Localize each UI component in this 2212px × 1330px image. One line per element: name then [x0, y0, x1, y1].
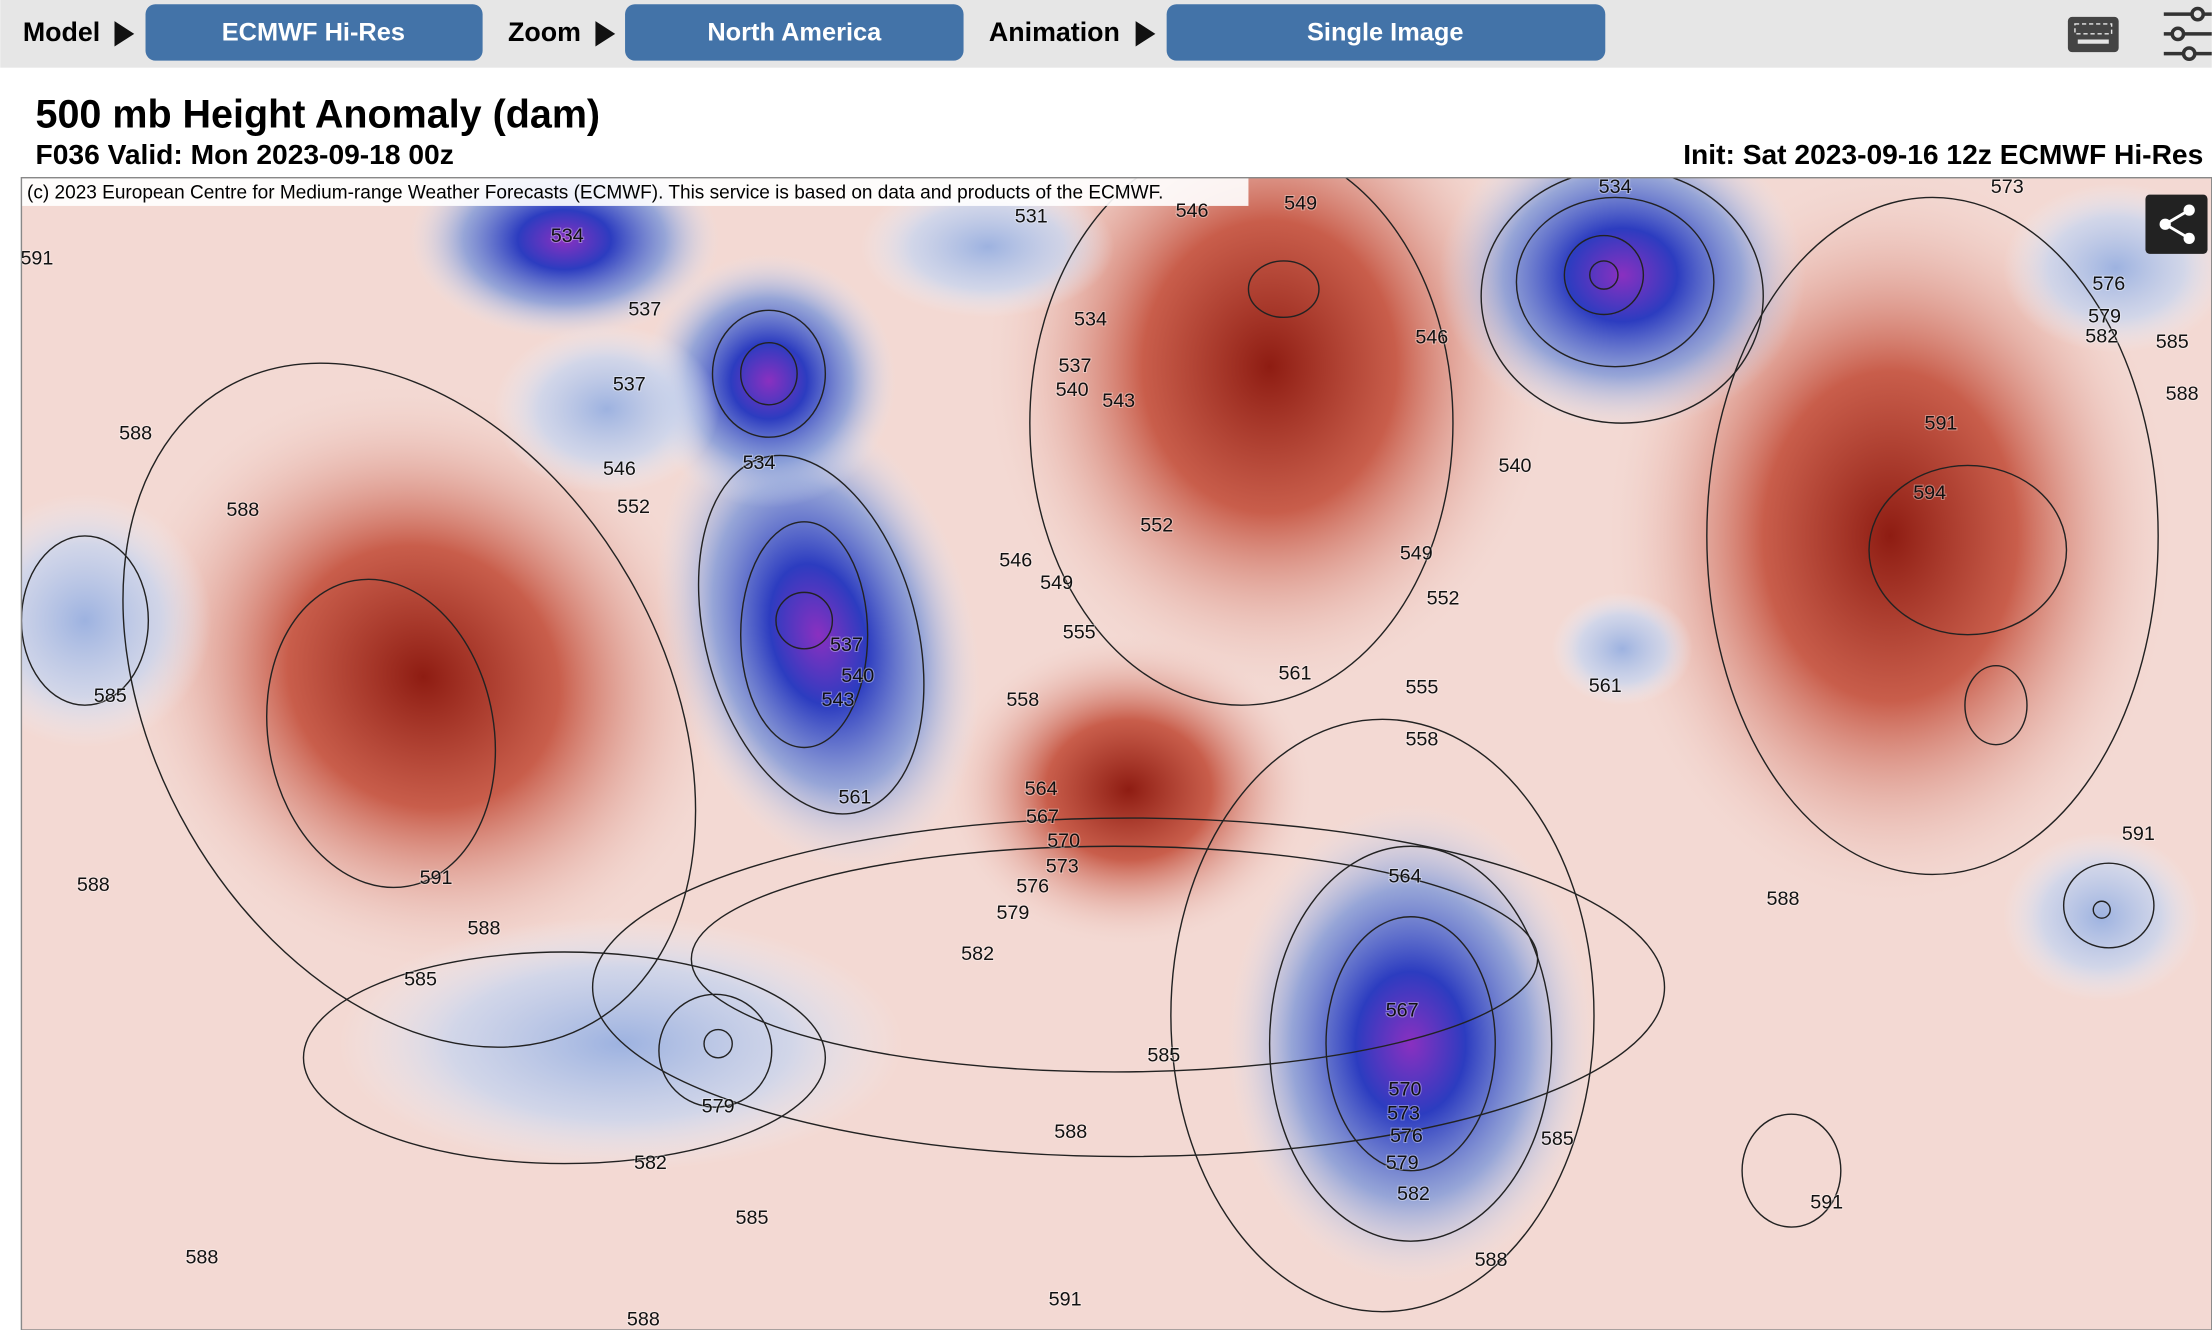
contour-label: 573	[1991, 176, 2024, 198]
contour-label: 591	[1810, 1191, 1843, 1213]
contour-label: 567	[1386, 999, 1419, 1021]
contour-label: 576	[1016, 875, 1049, 897]
animation-label: Animation	[989, 17, 1120, 47]
contour-label: 588	[468, 918, 501, 940]
copyright: (c) 2023 European Centre for Medium-rang…	[27, 182, 1163, 203]
contour-label: 588	[1767, 888, 1800, 910]
model-label: Model	[23, 17, 100, 47]
contour-label: 543	[1102, 390, 1135, 412]
contour-label: 585	[2156, 331, 2189, 353]
contour-label: 582	[1397, 1183, 1430, 1205]
contour-label: 534	[1599, 176, 1632, 198]
contour-label: 579	[996, 902, 1029, 924]
contour-label: 585	[1541, 1128, 1574, 1150]
contours	[21, 177, 2159, 1313]
contour-label: 579	[2088, 306, 2121, 328]
contour-label: 543	[822, 689, 855, 711]
valid-time: F036 Valid: Mon 2023-09-18 00z	[36, 138, 454, 170]
contour-label: 552	[617, 496, 650, 518]
contour-label: 546	[1176, 200, 1209, 222]
contour-label: 540	[841, 665, 874, 687]
contour-label: 573	[1046, 856, 1079, 878]
contour-label: 537	[830, 634, 863, 656]
keyboard-icon[interactable]	[2067, 16, 2119, 53]
contour-label: 591	[1924, 413, 1957, 435]
contour-label: 546	[999, 550, 1032, 572]
contour-label: 567	[1026, 806, 1059, 828]
contour-label: 540	[1499, 455, 1532, 477]
contour-label: 549	[1284, 193, 1317, 215]
contour-label: 585	[94, 685, 127, 707]
contour-label: 552	[1140, 514, 1173, 536]
contour-label: 591	[20, 248, 53, 270]
contour-label: 549	[1040, 572, 1073, 594]
map: (c) 2023 European Centre for Medium-rang…	[20, 176, 2212, 1330]
contour-label: 570	[1389, 1078, 1422, 1100]
contour-label: 585	[404, 968, 437, 990]
share-button[interactable]	[2145, 194, 2208, 254]
contour-label: 570	[1047, 830, 1080, 852]
contour-label: 534	[743, 452, 776, 474]
contour-label: 537	[1059, 355, 1092, 377]
contour-label: 591	[420, 867, 453, 889]
init-time: Init: Sat 2023-09-16 12z ECMWF Hi-Res	[1683, 138, 2203, 170]
contour-label: 546	[603, 458, 636, 480]
contour-label: 582	[2085, 325, 2118, 347]
zoom-label: Zoom	[508, 17, 581, 47]
arrow	[595, 21, 616, 47]
arrow	[114, 21, 135, 47]
contour-label: 588	[226, 499, 259, 521]
zoom-value[interactable]: North America	[707, 19, 882, 47]
animation-value[interactable]: Single Image	[1307, 19, 1464, 47]
contour-label: 540	[1056, 379, 1089, 401]
contour-label: 576	[2092, 273, 2125, 295]
contour-label: 564	[1025, 778, 1058, 800]
model-button[interactable]	[145, 4, 483, 61]
contour-label: 558	[1006, 689, 1039, 711]
arrow	[1135, 21, 1156, 47]
contour-label: 561	[838, 787, 871, 809]
contour-label: 537	[628, 299, 661, 321]
contour-label: 558	[1405, 729, 1438, 751]
contour-label: 531	[1015, 205, 1048, 227]
contour-label: 555	[1063, 621, 1096, 643]
contour-label: 579	[1386, 1152, 1419, 1174]
contour-label: 561	[1279, 662, 1312, 684]
contour-label: 582	[961, 943, 994, 965]
model-value[interactable]: ECMWF Hi-Res	[222, 19, 405, 47]
zoom-button[interactable]	[625, 4, 964, 61]
contour-label: 576	[1390, 1125, 1423, 1147]
animation-button[interactable]	[1166, 4, 1606, 61]
contour-label: 552	[1427, 588, 1460, 610]
contour-label: 549	[1400, 543, 1433, 565]
contour-label: 588	[1475, 1249, 1508, 1271]
contour-label: 555	[1405, 676, 1438, 698]
contour-label: 585	[736, 1207, 769, 1229]
contour-label: 579	[702, 1095, 735, 1117]
contour-label: 573	[1387, 1102, 1420, 1124]
settings-icon[interactable]	[2163, 6, 2212, 61]
contour-label: 561	[1589, 675, 1622, 697]
contour-label: 588	[1054, 1121, 1087, 1143]
contour-label: 588	[77, 874, 110, 896]
contour-label: 588	[119, 423, 152, 445]
contour-label: 582	[634, 1152, 667, 1174]
contour-label: 534	[1074, 308, 1107, 330]
contour-label: 594	[1913, 482, 1946, 504]
contour-label: 585	[1147, 1045, 1180, 1067]
contour-label: 591	[1049, 1289, 1082, 1311]
contour-label: 537	[613, 373, 646, 395]
contour-label: 591	[2122, 823, 2155, 845]
contour-label: 588	[2166, 383, 2199, 405]
contour-label: 546	[1415, 327, 1448, 349]
contour-label: 588	[185, 1246, 218, 1268]
contour-label: 534	[551, 225, 584, 247]
contour-label: 564	[1389, 865, 1422, 887]
title: 500 mb Height Anomaly (dam)	[36, 93, 601, 137]
contour-label: 588	[627, 1308, 660, 1330]
